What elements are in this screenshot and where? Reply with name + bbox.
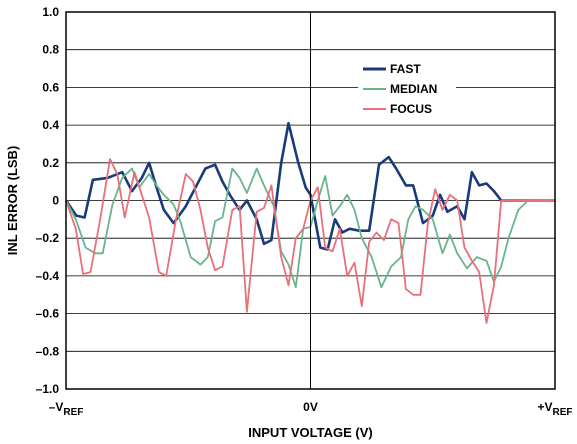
legend-label-median: MEDIAN xyxy=(390,82,437,96)
y-tick-label: 0.4 xyxy=(42,118,59,132)
legend-label-focus: FOCUS xyxy=(390,102,432,116)
legend: FAST MEDIAN FOCUS xyxy=(358,58,456,116)
y-tick-label: 0.2 xyxy=(42,156,59,170)
y-tick-label: 0.8 xyxy=(42,43,59,57)
y-tick-label: –0.4 xyxy=(36,269,60,283)
y-tick-label: –1.0 xyxy=(36,382,60,396)
y-tick-labels: 1.0 0.8 0.6 0.4 0.2 0 –0.2 –0.4 –0.6 –0.8 –1.0 xyxy=(36,5,60,396)
y-tick-label: 1.0 xyxy=(42,5,59,19)
x-axis-title: INPUT VOLTAGE (V) xyxy=(248,425,372,440)
y-tick-label: –0.2 xyxy=(36,231,60,245)
x-tick-label: +VREF xyxy=(537,400,572,418)
y-tick-label: 0 xyxy=(52,194,59,208)
x-tick-labels: –VREF 0V +VREF xyxy=(49,400,573,418)
y-axis-title: INL ERROR (LSB) xyxy=(5,146,20,256)
x-tick-label: –VREF xyxy=(49,400,84,418)
series-line-fast xyxy=(64,121,555,251)
y-tick-label: 0.6 xyxy=(42,80,59,94)
y-tick-label: –0.8 xyxy=(36,344,60,358)
y-tick-label: –0.6 xyxy=(36,307,60,321)
series-line-focus xyxy=(65,158,555,324)
legend-label-fast: FAST xyxy=(390,62,421,76)
x-tick-label: 0V xyxy=(303,400,318,414)
